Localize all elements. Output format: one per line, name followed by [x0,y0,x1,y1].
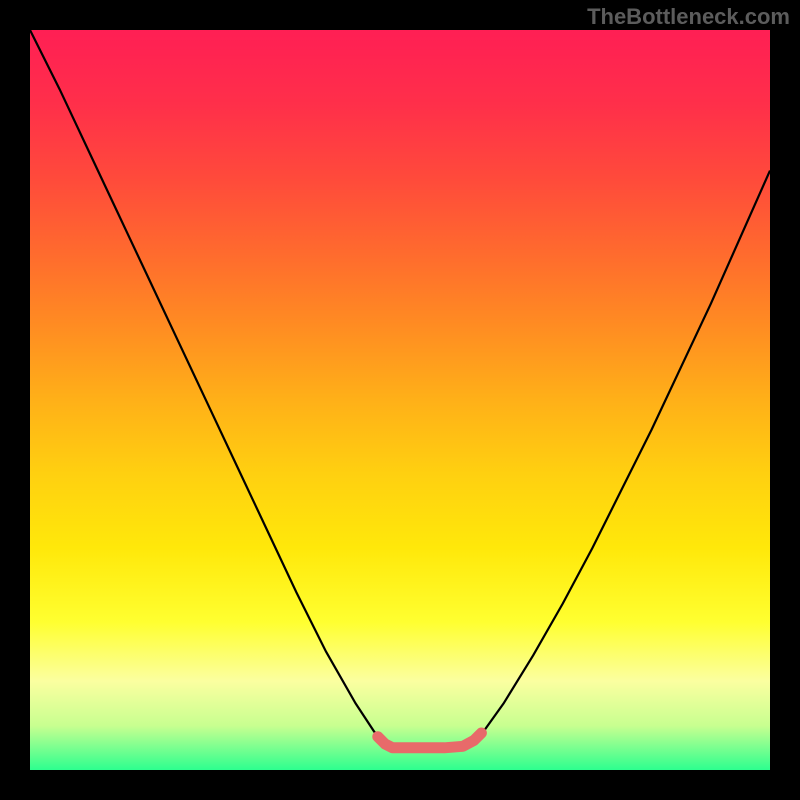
chart-container: TheBottleneck.com [0,0,800,800]
bottleneck-curve-chart [0,0,800,800]
watermark-text: TheBottleneck.com [587,4,790,30]
